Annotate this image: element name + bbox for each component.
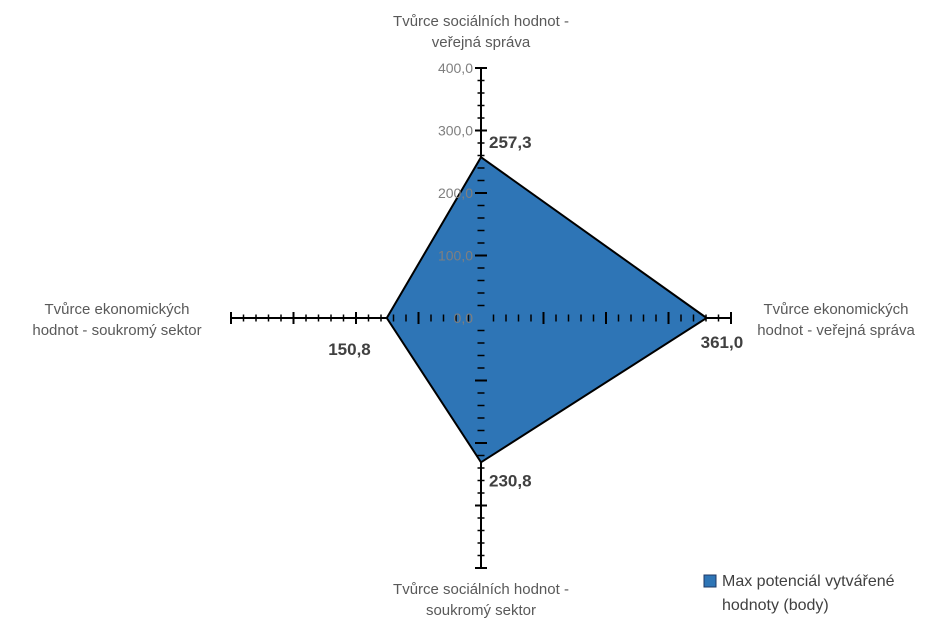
category-label-line: hodnot - veřejná správa xyxy=(757,322,915,339)
data-labels: 257,3 361,0 230,8 150,8 xyxy=(328,133,743,490)
data-label: 361,0 xyxy=(701,333,744,352)
legend-swatch xyxy=(703,574,717,588)
legend-label-line: Max potenciál vytvářené xyxy=(722,573,895,590)
category-label: Tvůrce sociálních hodnot - soukromý sekto… xyxy=(393,581,569,619)
data-label: 257,3 xyxy=(489,133,532,152)
series-area xyxy=(385,155,709,464)
scale-tick-label: 100,0 xyxy=(438,248,473,264)
scale-labels: 0,0 100,0 200,0 300,0 400,0 xyxy=(438,60,473,326)
category-label-line: Tvůrce sociálních hodnot - xyxy=(393,13,569,30)
category-label-line: soukromý sektor xyxy=(426,602,536,619)
category-labels: Tvůrce sociálních hodnot - veřejná správa… xyxy=(32,13,915,619)
legend-label: Max potenciál vytvářené hodnoty (body) xyxy=(722,573,895,614)
scale-tick-label: 400,0 xyxy=(438,60,473,76)
category-label-line: veřejná správa xyxy=(432,34,531,51)
category-label: Tvůrce ekonomických hodnot - soukromý sek… xyxy=(32,301,201,339)
category-label-line: Tvůrce ekonomických xyxy=(763,301,908,318)
category-label: Tvůrce sociálních hodnot - veřejná správa xyxy=(393,13,569,51)
scale-tick-label: 200,0 xyxy=(438,185,473,201)
scale-tick-label: 300,0 xyxy=(438,123,473,139)
tick-marks xyxy=(230,67,732,569)
data-label: 150,8 xyxy=(328,340,371,359)
category-label-line: Tvůrce sociálních hodnot - xyxy=(393,581,569,598)
category-label-line: Tvůrce ekonomických xyxy=(44,301,189,318)
legend: Max potenciál vytvářené hodnoty (body) xyxy=(703,573,895,614)
category-label: Tvůrce ekonomických hodnot - veřejná sprá… xyxy=(757,301,915,339)
category-label-line: hodnot - soukromý sektor xyxy=(32,322,201,339)
legend-label-line: hodnoty (body) xyxy=(722,597,829,614)
scale-tick-label: 0,0 xyxy=(454,310,474,326)
data-label: 230,8 xyxy=(489,471,532,490)
